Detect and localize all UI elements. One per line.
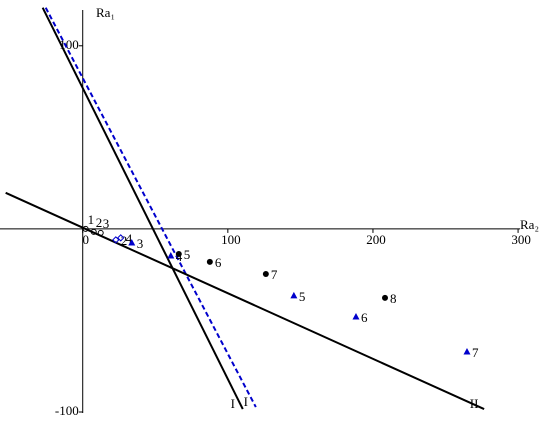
point-label: 2 (121, 233, 128, 248)
x-tick-label: 300 (511, 232, 531, 247)
point (128, 238, 136, 246)
point-label: 3 (137, 236, 144, 251)
point (262, 270, 269, 277)
y-tick-label: 100 (59, 37, 79, 52)
point-label: 7 (472, 345, 479, 360)
point-label: 5 (299, 289, 306, 304)
point-label: 8 (390, 291, 397, 306)
point (97, 229, 104, 236)
point (463, 347, 471, 355)
point-label: 4 (126, 231, 133, 246)
point-label: 5 (184, 247, 191, 262)
point (90, 228, 97, 235)
line-label: II (470, 396, 479, 411)
x-axis-label: Ra₂ (520, 217, 539, 232)
point (117, 234, 125, 242)
line (44, 7, 257, 408)
point-label: 6 (215, 255, 222, 270)
point-label: 4 (176, 249, 183, 264)
point (167, 251, 175, 259)
point (112, 236, 120, 244)
line-label: I (231, 396, 235, 411)
point-label: 1 (88, 212, 95, 227)
point (382, 294, 388, 301)
y-tick-label: -100 (55, 403, 79, 418)
line (5, 191, 485, 410)
point-label: 3 (103, 216, 110, 231)
x-tick-label: 100 (221, 232, 241, 247)
x-tick-label: 200 (366, 232, 386, 247)
point (175, 250, 182, 257)
line-label: I (244, 394, 248, 409)
line (41, 7, 244, 410)
y-axis-label: Ra₁ (96, 5, 115, 20)
point (352, 312, 360, 320)
point (82, 225, 89, 232)
point-label: 6 (361, 310, 368, 325)
point-label: 7 (271, 267, 278, 282)
point (290, 291, 298, 299)
point-label: 2 (96, 215, 103, 230)
x-tick-label: 0 (82, 232, 89, 247)
point (206, 258, 213, 265)
